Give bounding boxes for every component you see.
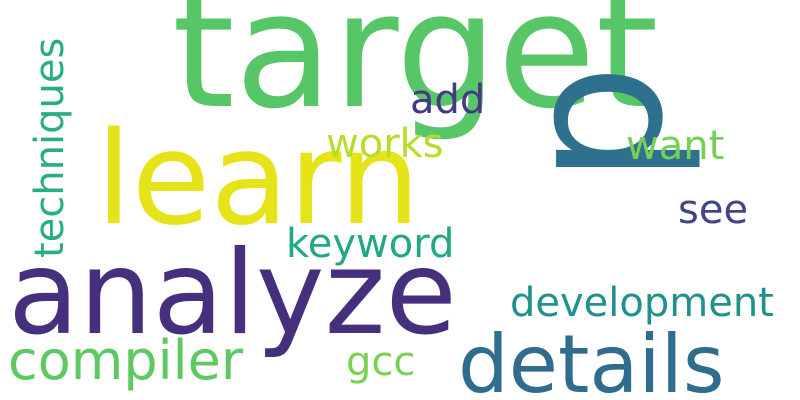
word-keyword: keyword xyxy=(286,221,455,267)
word-works: works xyxy=(326,121,444,167)
word-techniques: techniques xyxy=(27,37,73,258)
word-add: add xyxy=(410,77,486,123)
word-target: target xyxy=(172,0,659,144)
word-gcc: gcc xyxy=(346,339,416,385)
word-details: details xyxy=(458,318,725,400)
word-development: development xyxy=(510,280,774,326)
word-want: want xyxy=(626,123,725,169)
word-analyze: analyze xyxy=(8,226,457,361)
word-compiler: compiler xyxy=(8,329,244,392)
word-learn: learn xyxy=(96,105,421,254)
word-see: see xyxy=(678,187,749,233)
